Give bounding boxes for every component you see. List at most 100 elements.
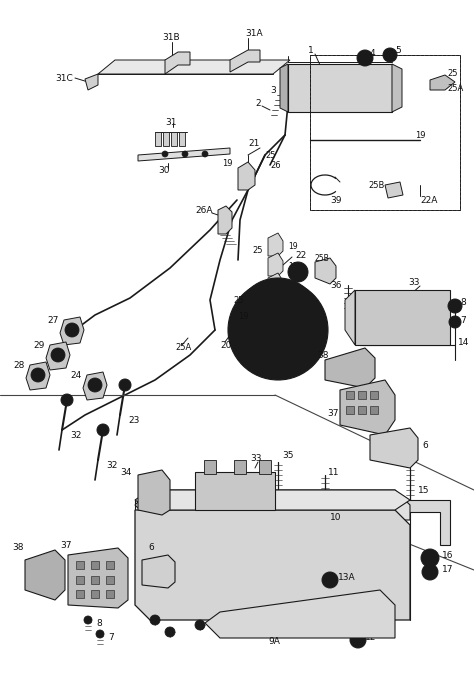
Circle shape <box>270 312 286 328</box>
Text: 9: 9 <box>332 520 338 530</box>
Text: 26: 26 <box>288 282 298 291</box>
Text: 32: 32 <box>106 461 118 470</box>
Polygon shape <box>335 500 450 545</box>
Polygon shape <box>26 362 50 390</box>
Text: 37: 37 <box>327 409 338 418</box>
Polygon shape <box>138 470 170 515</box>
Bar <box>370 391 378 399</box>
Circle shape <box>97 424 109 436</box>
Polygon shape <box>165 52 190 74</box>
Circle shape <box>386 51 393 58</box>
Polygon shape <box>83 372 107 400</box>
Circle shape <box>241 325 251 335</box>
Text: 15: 15 <box>418 486 429 495</box>
Text: 25A: 25A <box>175 343 191 351</box>
Text: 32: 32 <box>70 430 82 439</box>
Polygon shape <box>392 64 402 112</box>
Polygon shape <box>268 273 283 296</box>
Circle shape <box>421 549 439 567</box>
Circle shape <box>202 151 208 157</box>
Text: 25: 25 <box>252 246 263 255</box>
Bar <box>234 460 246 474</box>
Bar <box>358 406 366 414</box>
Text: 8: 8 <box>96 618 102 627</box>
Text: 33: 33 <box>408 278 419 287</box>
Text: 10: 10 <box>330 514 341 523</box>
Circle shape <box>119 379 131 391</box>
Text: 37: 37 <box>60 541 72 550</box>
Bar <box>358 391 366 399</box>
Polygon shape <box>238 162 255 190</box>
Circle shape <box>65 323 79 337</box>
Text: 25B: 25B <box>368 180 384 189</box>
Text: 36: 36 <box>330 280 341 289</box>
Polygon shape <box>325 348 375 388</box>
Text: 8: 8 <box>460 298 466 307</box>
Circle shape <box>354 636 362 644</box>
Text: 9A: 9A <box>268 638 280 647</box>
Text: 25: 25 <box>265 151 275 160</box>
Bar <box>155 132 161 146</box>
Circle shape <box>31 368 45 382</box>
Text: 1: 1 <box>308 46 314 55</box>
Circle shape <box>448 299 462 313</box>
Circle shape <box>383 48 397 62</box>
Circle shape <box>350 632 366 648</box>
Text: 19: 19 <box>238 312 248 321</box>
Polygon shape <box>288 64 392 112</box>
Text: 29: 29 <box>33 341 45 350</box>
Text: 12: 12 <box>365 634 376 643</box>
Polygon shape <box>85 74 98 90</box>
Bar <box>91 561 99 569</box>
Polygon shape <box>430 75 455 90</box>
Bar <box>346 406 354 414</box>
Bar <box>259 460 271 474</box>
Text: 6: 6 <box>422 441 428 450</box>
Bar <box>76 590 84 598</box>
Text: 3: 3 <box>270 85 276 94</box>
Circle shape <box>426 554 435 563</box>
Text: 17: 17 <box>442 566 454 575</box>
Text: 18: 18 <box>288 262 298 271</box>
Text: 4: 4 <box>370 49 375 58</box>
Circle shape <box>61 394 73 406</box>
Text: 34: 34 <box>120 468 131 477</box>
Text: 21: 21 <box>248 139 259 148</box>
Polygon shape <box>205 590 395 638</box>
Text: 31A: 31A <box>245 28 263 37</box>
Bar <box>355 290 450 345</box>
Text: 7: 7 <box>108 632 114 641</box>
Circle shape <box>293 287 303 298</box>
Polygon shape <box>142 555 175 588</box>
Circle shape <box>449 316 461 328</box>
Bar <box>346 391 354 399</box>
Circle shape <box>452 319 458 325</box>
Circle shape <box>357 50 373 66</box>
Text: 24: 24 <box>70 371 81 380</box>
Text: 2: 2 <box>255 99 261 108</box>
Bar <box>106 590 114 598</box>
Text: 14: 14 <box>458 337 469 346</box>
Circle shape <box>422 564 438 580</box>
Circle shape <box>273 349 283 359</box>
Text: 23: 23 <box>128 416 139 425</box>
Text: 26: 26 <box>270 160 281 169</box>
Text: 7: 7 <box>460 316 466 325</box>
Text: 26A: 26A <box>195 205 212 214</box>
Circle shape <box>96 630 104 638</box>
Polygon shape <box>315 258 336 284</box>
Text: 39: 39 <box>330 196 341 205</box>
Text: 13: 13 <box>365 613 376 623</box>
Circle shape <box>162 151 168 157</box>
Polygon shape <box>268 233 283 256</box>
Polygon shape <box>135 510 410 620</box>
Text: 30: 30 <box>158 165 170 174</box>
Text: 31: 31 <box>165 117 176 126</box>
Bar <box>106 576 114 584</box>
Polygon shape <box>345 290 355 345</box>
Text: 25B: 25B <box>315 253 330 262</box>
Bar <box>76 576 84 584</box>
Text: 16: 16 <box>442 550 454 559</box>
Text: 25: 25 <box>233 296 244 305</box>
Polygon shape <box>218 206 232 234</box>
